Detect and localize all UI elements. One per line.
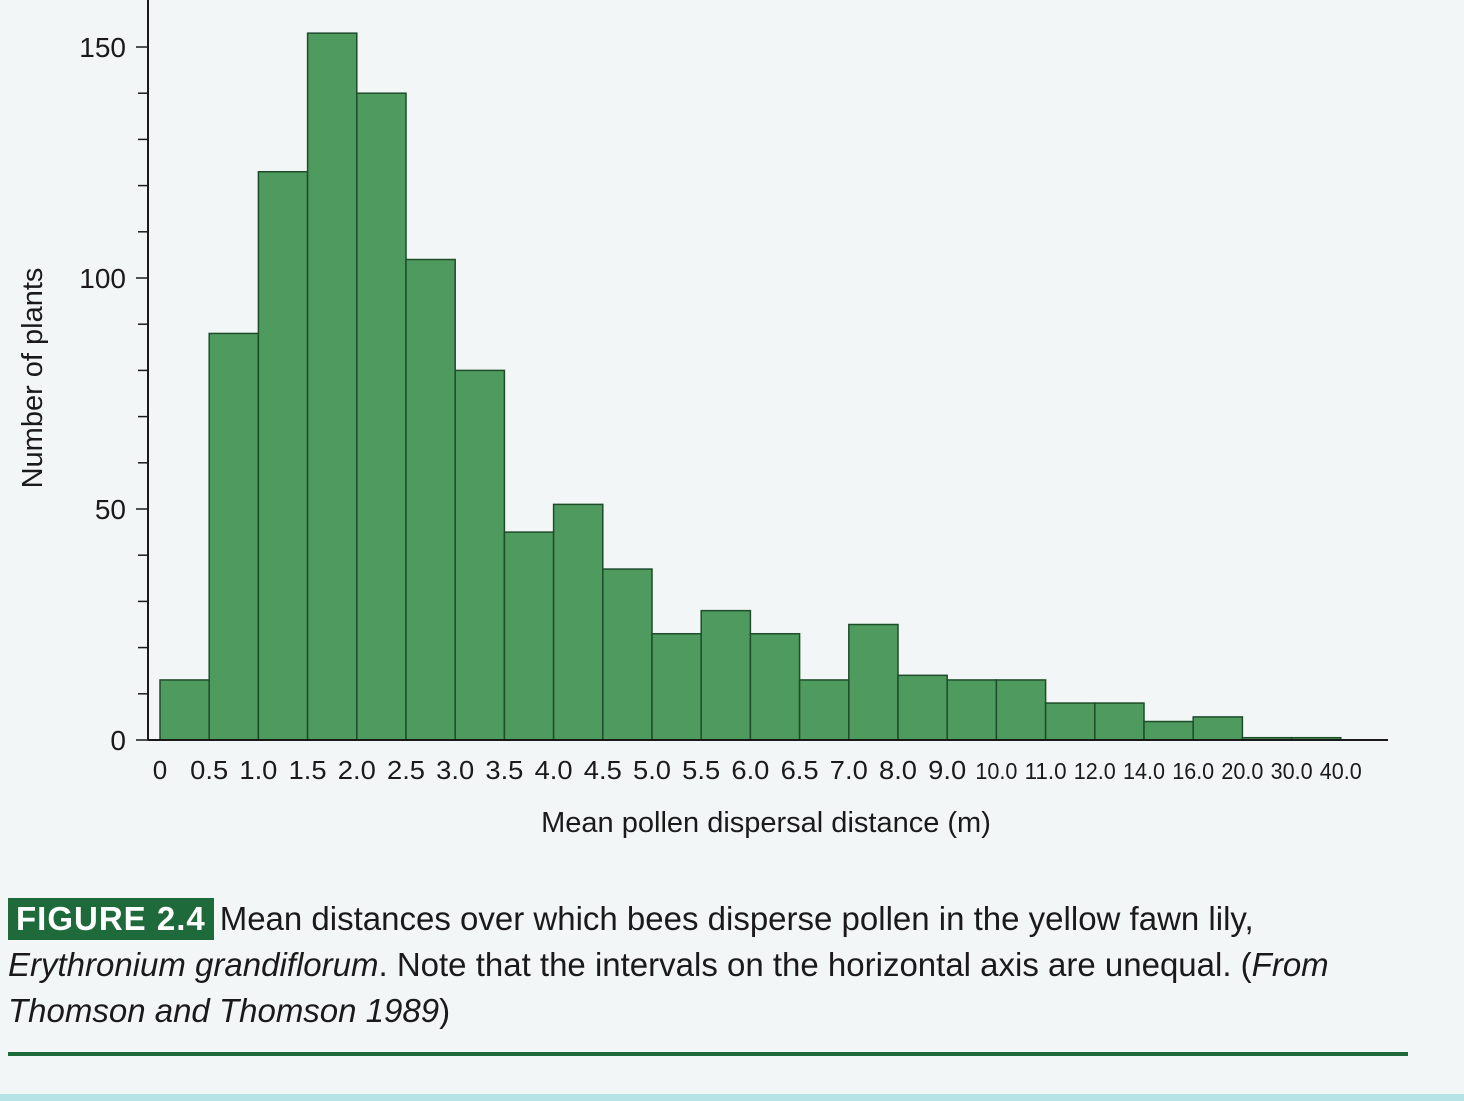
x-tick-label: 6.5 [781, 755, 819, 785]
histogram-bar [1094, 702, 1145, 741]
x-axis-label: Mean pollen dispersal distance (m) [541, 807, 991, 839]
x-tick-label: 3.0 [436, 755, 474, 785]
x-tick-label: 40.0 [1320, 758, 1362, 784]
x-tick-label: 4.0 [535, 755, 573, 785]
histogram-bar [1044, 702, 1096, 741]
bars-group [159, 32, 1342, 741]
histogram-bar [651, 632, 702, 741]
x-tick-label: 3.5 [485, 755, 523, 785]
histogram-bar [995, 679, 1047, 741]
histogram-bar [503, 531, 555, 741]
caption-source-authors: Thomson and Thomson 1989 [8, 992, 440, 1029]
x-tick-label: 0.5 [190, 755, 228, 785]
x-tick-label: 9.0 [928, 755, 966, 785]
histogram-bar [897, 674, 948, 741]
histogram-bar [700, 609, 752, 741]
page-bottom-band [0, 1094, 1464, 1101]
x-tick-label: 30.0 [1271, 758, 1313, 784]
x-tick-label: 5.5 [682, 755, 720, 785]
histogram-bar [798, 679, 850, 741]
histogram-bar [602, 568, 653, 741]
histogram-bar [1192, 716, 1244, 741]
x-tick-label: 20.0 [1221, 758, 1263, 784]
caption-rule [8, 1052, 1408, 1056]
caption-line2: . Note that the intervals on the horizon… [378, 946, 1252, 983]
x-tick-label: 11.0 [1025, 758, 1067, 784]
histogram-bar [1143, 720, 1194, 741]
x-tick-label: 12.0 [1074, 758, 1116, 784]
y-tick-label: 50 [95, 494, 126, 525]
histogram-bar [946, 679, 998, 741]
histogram-bar [208, 332, 260, 741]
histogram-bar [848, 623, 899, 741]
histogram-bar [356, 92, 407, 741]
x-tick-label: 0 [153, 755, 167, 785]
caption-species: Erythronium grandiflorum [8, 946, 379, 983]
x-tick-label: 7.0 [830, 755, 868, 785]
x-tick-label: 1.5 [289, 755, 327, 785]
histogram-bar [552, 503, 604, 741]
x-tick-label: 2.5 [387, 755, 425, 785]
ticks-group: 0 50 100 150 0 0.5 1.0 1.5 2.0 2.5 3.0 3.5 4.0 4.5 5.0… [79, 32, 1362, 785]
caption-source-close: ) [439, 992, 451, 1029]
histogram-bar [257, 170, 309, 741]
x-tick-label: 5.0 [633, 755, 671, 785]
histogram-bar [454, 369, 506, 741]
caption-line1: Mean distances over which bees disperse … [219, 900, 1254, 937]
histogram-chart: 0 50 100 150 0 0.5 1.0 1.5 2.0 2.5 3.0 3.5 4.0 4.5 5.0… [17, 0, 1388, 839]
x-tick-label: 8.0 [879, 755, 917, 785]
x-tick-label: 2.0 [338, 755, 376, 785]
figure-number-badge: FIGURE 2.4 [8, 898, 214, 940]
x-tick-label: 1.0 [239, 755, 277, 785]
histogram-bar [159, 679, 210, 741]
y-tick-label: 150 [79, 32, 126, 63]
x-tick-label: 16.0 [1172, 758, 1214, 784]
x-tick-label: 6.0 [731, 755, 769, 785]
caption-source-from: From [1251, 946, 1329, 983]
y-tick-label: 100 [79, 263, 126, 294]
x-tick-label: 4.5 [584, 755, 622, 785]
y-axis-label: Number of plants [17, 268, 49, 489]
x-tick-label: 10.0 [975, 758, 1017, 784]
histogram-bar [405, 258, 456, 741]
y-tick-label: 0 [110, 725, 126, 756]
x-tick-label: 14.0 [1123, 758, 1165, 784]
histogram-bar [306, 32, 358, 741]
histogram-bar [749, 632, 801, 741]
figure-caption: FIGURE 2.4 Mean distances over which bees… [8, 896, 1408, 1034]
